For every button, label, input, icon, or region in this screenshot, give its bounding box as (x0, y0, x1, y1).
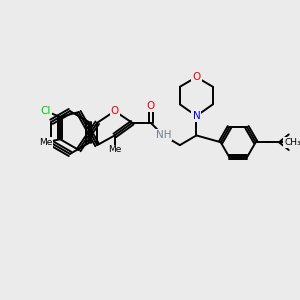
Text: O: O (147, 101, 155, 111)
Text: CH₃: CH₃ (284, 138, 300, 147)
Text: O: O (192, 72, 200, 82)
Text: N: N (193, 111, 200, 121)
Text: NH: NH (156, 130, 171, 140)
Text: Me: Me (39, 138, 52, 147)
Text: Me: Me (108, 146, 122, 154)
Text: Cl: Cl (40, 106, 51, 116)
Text: O: O (111, 106, 119, 116)
